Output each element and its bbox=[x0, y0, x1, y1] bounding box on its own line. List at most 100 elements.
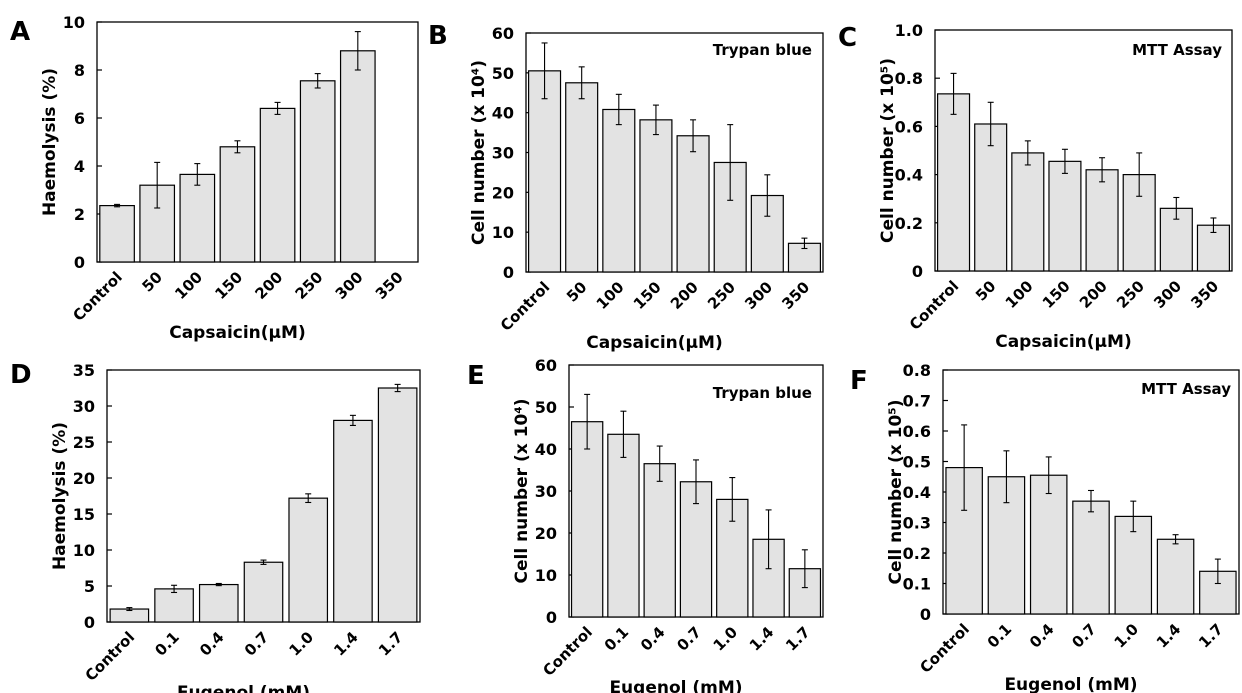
bar bbox=[1029, 474, 1068, 615]
y-tick-label: 50 bbox=[535, 398, 557, 417]
x-tick-label: 0.7 bbox=[673, 623, 705, 655]
bar bbox=[198, 583, 239, 623]
chart-panel-f: F 0 0.1 0.2 0.3 0.4 0.5 0.6 0.7 0.8 Control 0.1 0.4 0… bbox=[850, 361, 1240, 693]
bar bbox=[1114, 515, 1153, 615]
y-tick-label: 50 bbox=[492, 64, 514, 83]
bar bbox=[339, 50, 376, 263]
bar bbox=[1156, 538, 1195, 615]
x-tick-label: 0.1 bbox=[151, 628, 183, 660]
y-tick-label: 15 bbox=[73, 505, 95, 524]
x-tick-label: 350 bbox=[778, 278, 813, 313]
bar bbox=[219, 146, 256, 263]
x-axis-label: Capsaicin(μM) bbox=[586, 333, 723, 353]
x-tick-label: 1.4 bbox=[1153, 620, 1185, 652]
x-tick-label: 0.1 bbox=[601, 623, 633, 655]
x-tick-label: 300 bbox=[741, 278, 776, 313]
chart-title: MTT Assay bbox=[1132, 41, 1222, 59]
y-axis-label: Haemolysis (%) bbox=[40, 68, 60, 216]
bar bbox=[676, 135, 710, 273]
y-tick-label: 0 bbox=[912, 262, 923, 281]
y-tick-label: 0.8 bbox=[895, 69, 923, 88]
chart-panel-e: E 0 10 20 30 40 50 60 Control 0.1 0.4 0.7 1.0 1.4 1.7 T… bbox=[467, 356, 824, 693]
x-tick-label: Control bbox=[82, 628, 139, 685]
y-tick-label: 4 bbox=[74, 157, 85, 176]
panel-letter: A bbox=[10, 17, 30, 47]
panel-letter: F bbox=[850, 366, 868, 396]
x-tick-label: 200 bbox=[252, 268, 287, 303]
x-tick-label: 300 bbox=[332, 268, 367, 303]
y-tick-label: 20 bbox=[535, 524, 557, 543]
x-tick-label: 1.0 bbox=[710, 623, 742, 655]
x-tick-label: 0.7 bbox=[241, 628, 273, 660]
y-tick-label: 0.4 bbox=[903, 483, 931, 502]
y-tick-label: 0.7 bbox=[903, 392, 931, 411]
y-tick-label: 0.6 bbox=[895, 117, 923, 136]
x-tick-label: 150 bbox=[211, 268, 246, 303]
bar bbox=[259, 107, 296, 263]
y-tick-label: 10 bbox=[73, 541, 95, 560]
bar bbox=[639, 119, 673, 273]
x-tick-label: 1.0 bbox=[1111, 620, 1143, 652]
x-tick-label: Control bbox=[497, 278, 554, 335]
bar bbox=[565, 82, 599, 273]
y-tick-label: 60 bbox=[492, 24, 514, 43]
chart-title: Trypan blue bbox=[713, 41, 812, 59]
y-tick-label: 0 bbox=[84, 613, 95, 632]
chart-panel-a: A 0 2 4 6 8 10 Control 50 100 150 200 250 300 350 Capsa… bbox=[10, 13, 419, 343]
bar bbox=[570, 421, 604, 618]
bar bbox=[936, 93, 971, 272]
bar bbox=[154, 588, 194, 623]
panel-letter: B bbox=[428, 21, 448, 51]
bar bbox=[1085, 169, 1119, 272]
bar bbox=[243, 561, 284, 623]
x-axis-label: Capsaicin(μM) bbox=[995, 332, 1132, 352]
y-tick-label: 10 bbox=[63, 13, 85, 32]
y-axis-label: Cell number (x 10⁴) bbox=[512, 398, 532, 583]
chart-panel-d: D 0 5 10 15 20 25 30 35 Control 0.1 0.4 0.7 1.0 1.4 1.7… bbox=[10, 360, 421, 693]
x-tick-label: 50 bbox=[563, 278, 590, 305]
bar bbox=[1072, 500, 1110, 615]
bar bbox=[527, 70, 562, 273]
y-axis-label: Haemolysis (%) bbox=[50, 422, 70, 570]
x-tick-label: 250 bbox=[1113, 277, 1148, 312]
x-tick-label: 200 bbox=[1076, 277, 1111, 312]
y-axis-label: Cell number (x 10⁵) bbox=[886, 399, 906, 584]
y-tick-label: 0.5 bbox=[903, 453, 931, 472]
y-tick-label: 40 bbox=[492, 104, 514, 123]
bar bbox=[643, 463, 676, 618]
x-tick-label: Control bbox=[539, 623, 596, 680]
y-tick-label: 0.3 bbox=[903, 514, 931, 533]
x-tick-label: Control bbox=[69, 268, 126, 325]
y-tick-label: 30 bbox=[73, 397, 95, 416]
x-tick-label: 150 bbox=[630, 278, 665, 313]
bar bbox=[377, 387, 418, 623]
y-tick-label: 30 bbox=[492, 144, 514, 163]
y-tick-label: 2 bbox=[74, 205, 85, 224]
x-tick-label: Control bbox=[916, 620, 973, 677]
x-tick-label: 100 bbox=[1002, 277, 1037, 312]
panel-letter: C bbox=[838, 23, 857, 53]
chart-title: MTT Assay bbox=[1141, 380, 1231, 398]
bar bbox=[99, 205, 135, 263]
bar bbox=[974, 123, 1008, 272]
y-tick-label: 40 bbox=[535, 440, 557, 459]
x-tick-label: 300 bbox=[1150, 277, 1185, 312]
x-tick-label: 0.4 bbox=[196, 628, 228, 660]
x-tick-label: 1.4 bbox=[330, 628, 362, 660]
chart-title: Trypan blue bbox=[713, 384, 812, 402]
panel-letter: E bbox=[467, 361, 485, 391]
y-tick-label: 60 bbox=[535, 356, 557, 375]
x-tick-label: 1.7 bbox=[1195, 620, 1227, 652]
panel-letter: D bbox=[10, 360, 32, 390]
y-tick-label: 1.0 bbox=[895, 21, 923, 40]
x-tick-label: Control bbox=[906, 277, 963, 334]
bar bbox=[333, 419, 373, 623]
bar bbox=[299, 80, 336, 263]
x-tick-label: 100 bbox=[171, 268, 206, 303]
x-axis-label: Eugenol (mM) bbox=[177, 683, 310, 693]
y-tick-label: 6 bbox=[74, 109, 85, 128]
y-axis-label: Cell number (x 10⁵) bbox=[878, 58, 898, 243]
bar bbox=[607, 433, 640, 618]
